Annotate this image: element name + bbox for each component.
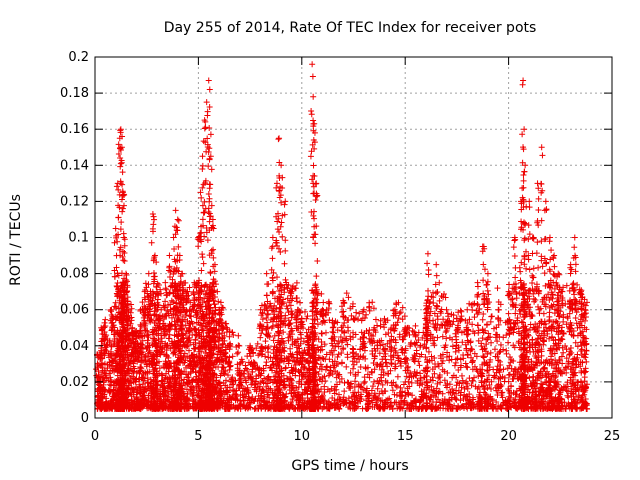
data-point — [116, 246, 123, 253]
data-point — [113, 264, 120, 271]
data-point — [100, 381, 107, 388]
data-point — [118, 219, 125, 226]
data-point — [105, 400, 112, 407]
data-point — [119, 189, 126, 196]
data-point — [101, 391, 108, 398]
data-point — [119, 253, 126, 260]
data-point — [118, 196, 125, 203]
data-point — [108, 306, 115, 313]
data-point — [101, 367, 108, 374]
data-point — [102, 405, 109, 412]
data-point — [115, 141, 122, 148]
data-point — [105, 377, 112, 384]
data-point — [106, 381, 113, 388]
data-point — [117, 252, 124, 259]
data-point — [99, 394, 106, 401]
data-point — [120, 202, 127, 209]
data-point — [119, 205, 126, 212]
data-point — [98, 347, 105, 354]
data-point — [108, 350, 115, 357]
data-point — [99, 387, 106, 394]
data-point — [103, 347, 110, 354]
data-point — [117, 226, 124, 233]
data-point — [115, 231, 122, 238]
data-point — [120, 257, 127, 264]
data-point — [93, 366, 100, 373]
data-point — [112, 225, 119, 232]
data-point — [112, 299, 119, 306]
data-point — [117, 244, 124, 251]
data-point — [98, 399, 105, 406]
data-point — [117, 126, 124, 133]
data-point — [119, 169, 126, 176]
data-point — [117, 163, 124, 170]
data-point — [107, 374, 114, 381]
data-point — [116, 204, 123, 211]
data-point — [115, 214, 122, 221]
data-point — [112, 316, 119, 323]
data-point — [101, 319, 108, 326]
data-point — [114, 280, 121, 287]
data-point — [113, 234, 120, 241]
data-point — [108, 343, 115, 350]
data-point — [108, 358, 115, 365]
data-point — [121, 191, 128, 198]
data-point — [108, 315, 115, 322]
data-point — [103, 395, 110, 402]
data-point — [112, 356, 119, 363]
data-point — [99, 355, 106, 362]
data-point — [119, 133, 126, 140]
data-point — [113, 305, 120, 312]
data-point — [120, 248, 127, 255]
data-point — [113, 183, 120, 190]
data-point — [115, 151, 122, 158]
data-point — [119, 208, 126, 215]
data-point — [99, 364, 106, 371]
data-point — [119, 181, 126, 188]
data-point — [102, 316, 109, 323]
data-point — [99, 376, 106, 383]
data-point — [101, 352, 108, 359]
data-point — [117, 160, 124, 167]
data-point — [121, 285, 128, 292]
data-point — [101, 340, 108, 347]
data-point — [111, 273, 118, 280]
data-point — [98, 338, 105, 345]
data-point — [115, 186, 122, 193]
data-points — [93, 61, 591, 412]
data-point — [114, 238, 121, 245]
data-point — [118, 144, 125, 151]
data-point — [118, 157, 125, 164]
data-point — [98, 324, 105, 331]
data-point — [111, 239, 118, 246]
data-point — [102, 333, 109, 340]
data-point — [109, 393, 116, 400]
